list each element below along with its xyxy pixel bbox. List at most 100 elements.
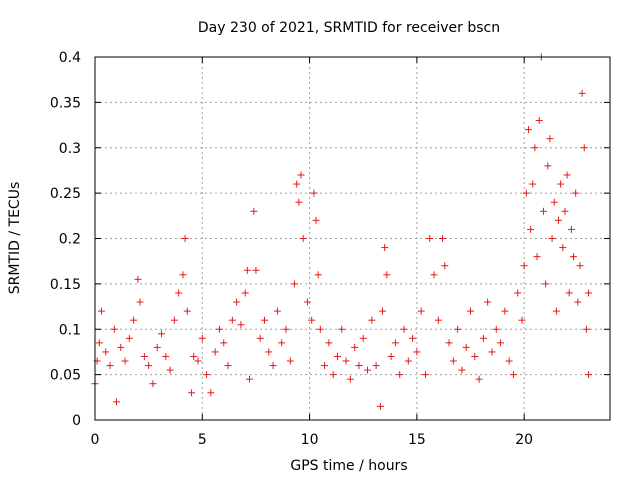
data-point (246, 375, 253, 383)
x-tick-label: 15 (408, 432, 426, 448)
data-point (295, 198, 303, 206)
x-axis-label: GPS time / hours (290, 458, 407, 474)
data-point (228, 316, 236, 324)
data-point (188, 389, 196, 397)
y-tick-label: 0.4 (59, 50, 81, 66)
data-point (220, 339, 228, 347)
data-point (250, 207, 258, 215)
data-point (136, 298, 144, 306)
data-point (505, 357, 513, 365)
data-point (417, 307, 425, 315)
data-point (355, 362, 363, 370)
data-point (561, 207, 569, 215)
data-point (576, 262, 584, 270)
data-point (529, 180, 537, 188)
data-point (522, 189, 530, 197)
y-tick-label: 0.1 (59, 322, 81, 338)
data-point (567, 225, 575, 233)
data-point (224, 362, 232, 370)
data-point (314, 271, 322, 279)
data-point (531, 144, 539, 152)
data-point (338, 325, 346, 333)
data-point (475, 375, 483, 383)
data-point (310, 189, 318, 197)
data-point (203, 371, 211, 379)
data-point (106, 362, 114, 370)
data-point (383, 271, 391, 279)
axes: 0 5 10 15 20 0 0.05 0.1 0.15 0.2 0.25 0.3 0.35 0.4 (50, 50, 610, 448)
data-point (321, 362, 329, 370)
data-point (449, 357, 457, 365)
y-tick-label: 0.25 (50, 186, 81, 202)
data-point (467, 307, 475, 315)
data-point (190, 352, 198, 360)
data-point (434, 316, 442, 324)
data-point (211, 348, 219, 356)
data-point (325, 339, 333, 347)
gridlines (95, 57, 610, 420)
data-point (316, 325, 324, 333)
x-tick-label: 10 (301, 432, 319, 448)
data-point (134, 275, 142, 283)
data-point (548, 235, 556, 242)
data-point (462, 343, 470, 351)
data-point (413, 348, 421, 356)
data-point (273, 307, 281, 315)
data-point (552, 307, 560, 315)
data-point (585, 371, 593, 379)
data-point (153, 343, 161, 351)
data-point (514, 289, 522, 297)
y-tick-label: 0.2 (59, 232, 81, 248)
data-point (291, 280, 299, 288)
data-point (237, 321, 245, 329)
data-point (479, 334, 487, 342)
data-point (181, 235, 189, 242)
data-point (578, 89, 586, 97)
data-point (381, 244, 389, 252)
y-tick-label: 0.05 (50, 368, 81, 384)
data-point (95, 339, 103, 347)
data-point (140, 352, 148, 360)
data-point (376, 402, 384, 410)
y-tick-label: 0.15 (50, 277, 81, 293)
data-point (170, 316, 178, 324)
data-point (546, 135, 554, 143)
data-point (574, 298, 582, 306)
data-point (542, 280, 550, 288)
data-point (261, 316, 269, 324)
data-point (539, 207, 547, 215)
data-point (520, 262, 528, 270)
data-point (282, 325, 290, 333)
y-axis-label: SRMTID / TECUs (7, 182, 23, 295)
data-point (102, 348, 110, 356)
data-point (299, 235, 307, 242)
data-point (535, 117, 543, 125)
data-point (555, 216, 562, 224)
data-point (368, 316, 376, 324)
data-point (207, 389, 215, 397)
y-tick-label: 0.35 (50, 95, 81, 111)
data-point (175, 289, 183, 297)
data-point (312, 216, 320, 224)
data-point (396, 371, 404, 379)
data-point (559, 244, 567, 252)
y-tick-label: 0.3 (59, 141, 81, 157)
x-tick-label: 5 (198, 432, 207, 448)
data-point (286, 357, 294, 365)
data-point (241, 289, 249, 297)
data-point (297, 171, 305, 179)
data-point (501, 307, 509, 315)
data-point (582, 325, 590, 333)
data-point (194, 357, 202, 365)
data-point (404, 357, 412, 365)
data-point (179, 271, 187, 279)
data-point (426, 235, 434, 242)
x-tick-label: 0 (91, 432, 100, 448)
data-point (303, 298, 311, 306)
data-point (439, 235, 447, 242)
data-point (233, 298, 241, 306)
data-point (346, 375, 354, 383)
data-point (256, 334, 264, 342)
data-point (215, 325, 223, 333)
